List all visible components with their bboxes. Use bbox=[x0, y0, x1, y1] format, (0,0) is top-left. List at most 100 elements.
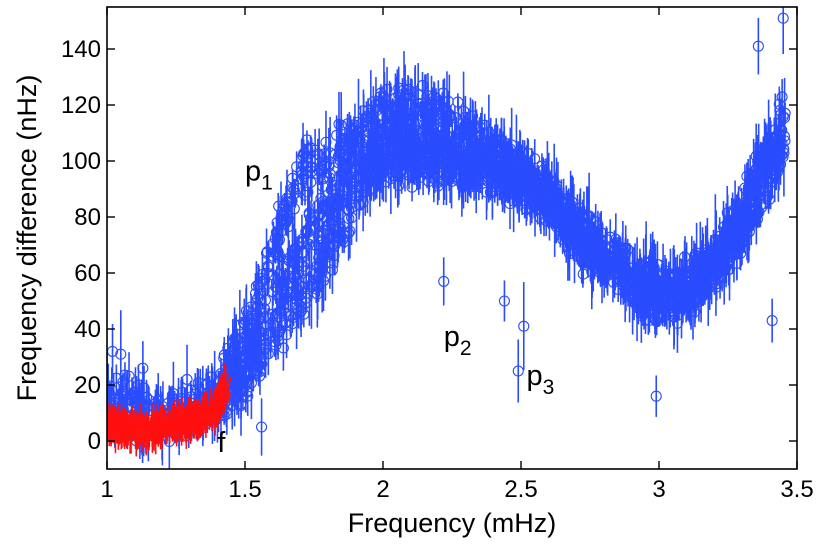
p-mode-point bbox=[498, 150, 510, 162]
p-mode-point bbox=[741, 226, 753, 238]
p-mode-point bbox=[267, 269, 279, 281]
p-mode-point bbox=[377, 166, 389, 178]
p-mode-point bbox=[418, 119, 430, 131]
p-mode-point bbox=[313, 252, 325, 264]
p-mode-point bbox=[696, 291, 708, 303]
p-mode-point bbox=[604, 251, 616, 263]
p-mode-point bbox=[380, 142, 392, 154]
p-mode-point bbox=[292, 268, 304, 281]
p-mode-outlier bbox=[438, 275, 450, 287]
plot-area bbox=[107, 7, 791, 469]
p-mode-point bbox=[241, 386, 253, 398]
p-mode-point bbox=[776, 91, 788, 103]
p-mode-point bbox=[127, 387, 139, 399]
p-mode-point bbox=[231, 362, 243, 374]
p-mode-point bbox=[345, 192, 357, 204]
p-mode-point bbox=[281, 329, 293, 341]
p-mode-point bbox=[309, 144, 321, 156]
p-mode-point bbox=[295, 166, 307, 178]
p-mode-point bbox=[544, 181, 556, 194]
p-mode-point bbox=[495, 156, 507, 169]
p-mode-point bbox=[616, 244, 629, 256]
p-mode-point bbox=[357, 154, 370, 166]
p-mode-point bbox=[567, 245, 579, 257]
p-mode-outlier bbox=[498, 295, 510, 307]
p-mode-point bbox=[557, 233, 569, 245]
p-mode-point bbox=[582, 236, 594, 248]
p-mode-point bbox=[286, 248, 299, 260]
p-mode-outlier bbox=[115, 348, 127, 360]
p-mode-point bbox=[564, 202, 576, 214]
p-mode-point bbox=[398, 84, 410, 96]
p-mode-point bbox=[344, 225, 356, 237]
p-mode-point bbox=[696, 252, 708, 264]
p-mode-point bbox=[277, 342, 289, 354]
p-mode-point bbox=[432, 142, 445, 154]
p-mode-outlier bbox=[777, 12, 789, 24]
p-mode-point bbox=[298, 171, 310, 183]
p-mode-point bbox=[484, 164, 496, 176]
p-mode-point bbox=[777, 151, 789, 163]
p-mode-point bbox=[522, 167, 534, 179]
p-mode-point bbox=[337, 228, 350, 240]
p-mode-point bbox=[166, 392, 178, 404]
p-mode-point bbox=[254, 366, 266, 378]
p-mode-point bbox=[439, 140, 451, 152]
p-mode-point bbox=[548, 197, 560, 209]
p-mode-point bbox=[275, 305, 287, 317]
p-mode-point bbox=[456, 181, 469, 193]
p-mode-point bbox=[336, 196, 348, 209]
p-mode-point bbox=[231, 392, 243, 404]
p-mode-point bbox=[335, 230, 347, 243]
p-mode-point bbox=[434, 98, 446, 110]
p-mode-point bbox=[296, 295, 308, 307]
p-mode-point bbox=[514, 175, 526, 187]
p-mode-outlier bbox=[256, 421, 268, 433]
p-mode-point bbox=[501, 176, 513, 188]
p-mode-point bbox=[302, 226, 314, 238]
p-mode-point bbox=[259, 274, 271, 286]
p-mode-point bbox=[465, 145, 477, 157]
p-mode-point bbox=[303, 281, 315, 293]
p-mode-point bbox=[537, 178, 550, 190]
p-mode-outlier bbox=[137, 362, 149, 374]
p-mode-point bbox=[354, 173, 367, 185]
p-mode-point bbox=[303, 207, 315, 219]
p-mode-point bbox=[298, 148, 311, 160]
p-mode-point bbox=[416, 79, 429, 92]
p-mode-point bbox=[239, 369, 251, 381]
p-mode-point bbox=[288, 203, 300, 215]
p-mode-point bbox=[277, 260, 289, 272]
p-mode-point bbox=[639, 296, 651, 308]
p-mode-point bbox=[320, 158, 333, 170]
p-mode-point bbox=[256, 272, 268, 284]
p-mode-point bbox=[393, 179, 405, 192]
p-mode-point bbox=[376, 149, 388, 161]
p-mode-point bbox=[766, 154, 779, 166]
p-mode-point bbox=[310, 223, 322, 235]
p-mode-point bbox=[407, 153, 419, 165]
p-mode-point bbox=[302, 144, 314, 156]
p-mode-point bbox=[328, 232, 340, 244]
p-mode-point bbox=[740, 199, 752, 211]
p-mode-point bbox=[305, 176, 317, 188]
p-mode-point bbox=[262, 348, 274, 360]
p-mode-point bbox=[779, 107, 791, 119]
p-mode-point bbox=[455, 160, 467, 172]
p-mode-point bbox=[269, 246, 281, 258]
p-mode-point bbox=[446, 165, 458, 177]
p-mode-point bbox=[317, 195, 330, 207]
p-mode-point bbox=[773, 161, 785, 173]
p-mode-point bbox=[343, 213, 355, 225]
p-mode-outlier bbox=[181, 373, 193, 385]
p-mode-point bbox=[352, 116, 365, 128]
p-mode-point bbox=[306, 161, 318, 173]
p-mode-point bbox=[362, 168, 374, 180]
p-mode-outlier bbox=[518, 320, 530, 332]
p-mode-point bbox=[719, 229, 731, 241]
p-mode-point bbox=[562, 210, 574, 222]
p-mode-outlier bbox=[752, 40, 764, 52]
p-mode-point bbox=[635, 280, 647, 292]
p-mode-point bbox=[313, 266, 326, 278]
